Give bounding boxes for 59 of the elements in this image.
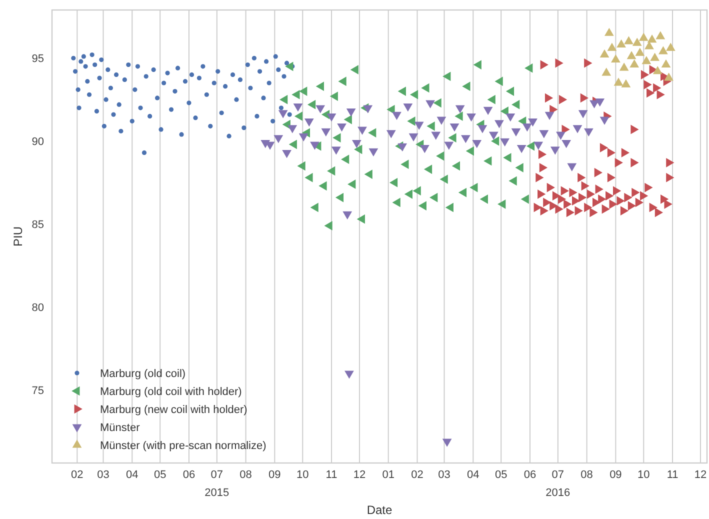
y-axis-title: PIU	[11, 226, 25, 247]
y-tick-label: 90	[32, 136, 44, 148]
legend-label: Münster (with pre-scan normalize)	[100, 440, 266, 452]
x-tick-label: 10	[638, 469, 650, 481]
point	[635, 48, 645, 56]
point	[661, 59, 671, 68]
point	[658, 46, 668, 54]
point	[621, 79, 631, 88]
point	[624, 36, 634, 44]
x-tick-label: 09	[610, 469, 622, 481]
x-tick-label: 02	[411, 469, 424, 481]
point	[652, 66, 662, 74]
point	[611, 54, 620, 62]
point	[619, 62, 629, 71]
x-tick-label: 03	[438, 469, 450, 481]
y-tick-label: 85	[32, 219, 44, 232]
x-tick-label: 04	[126, 469, 138, 481]
legend-label: Marburg (old coil with holder)	[100, 386, 242, 398]
x-tick-label: 09	[268, 469, 281, 481]
x-tick-label: 12	[353, 469, 366, 481]
point	[626, 51, 636, 60]
x-tick-label: 08	[580, 469, 593, 481]
point	[664, 72, 674, 81]
point	[647, 34, 657, 43]
x-tick-label: 04	[467, 469, 480, 481]
point	[602, 68, 612, 76]
point	[632, 38, 642, 46]
x-tick-label: 08	[240, 469, 252, 481]
point	[650, 52, 660, 61]
x-tick-label: 11	[666, 469, 678, 481]
point	[656, 31, 666, 40]
x-axis-title: Date	[366, 503, 392, 517]
x-tick-label: 07 2016	[546, 469, 570, 499]
x-tick-label: 03	[97, 469, 110, 481]
point	[607, 42, 617, 51]
legend-label: Münster	[100, 422, 140, 434]
x-tick-label: 01	[382, 469, 394, 481]
point	[642, 56, 652, 64]
legend-label: Marburg (old coil)	[100, 368, 186, 380]
point	[616, 39, 626, 48]
point	[666, 42, 676, 51]
y-tick-label: 80	[32, 302, 44, 314]
point	[600, 49, 610, 58]
x-tick-label: 06	[182, 469, 196, 481]
x-tick-label: 05	[494, 469, 508, 481]
x-tick-label: 05	[154, 469, 166, 481]
x-tick-label: 02	[71, 469, 84, 481]
point	[638, 32, 648, 41]
x-tick-label: 07 2015	[204, 469, 230, 499]
y-tick-label: 75	[32, 384, 44, 397]
point	[614, 78, 624, 86]
point	[604, 28, 614, 36]
point	[630, 59, 640, 68]
x-tick-label: 11	[326, 469, 338, 481]
legend-label: Marburg (new coil with holder)	[100, 404, 248, 416]
x-tick-label: 10	[296, 469, 309, 481]
y-tick-label: 95	[32, 53, 44, 66]
x-tick-label: 12	[694, 469, 707, 481]
x-tick-label: 06	[524, 469, 536, 481]
